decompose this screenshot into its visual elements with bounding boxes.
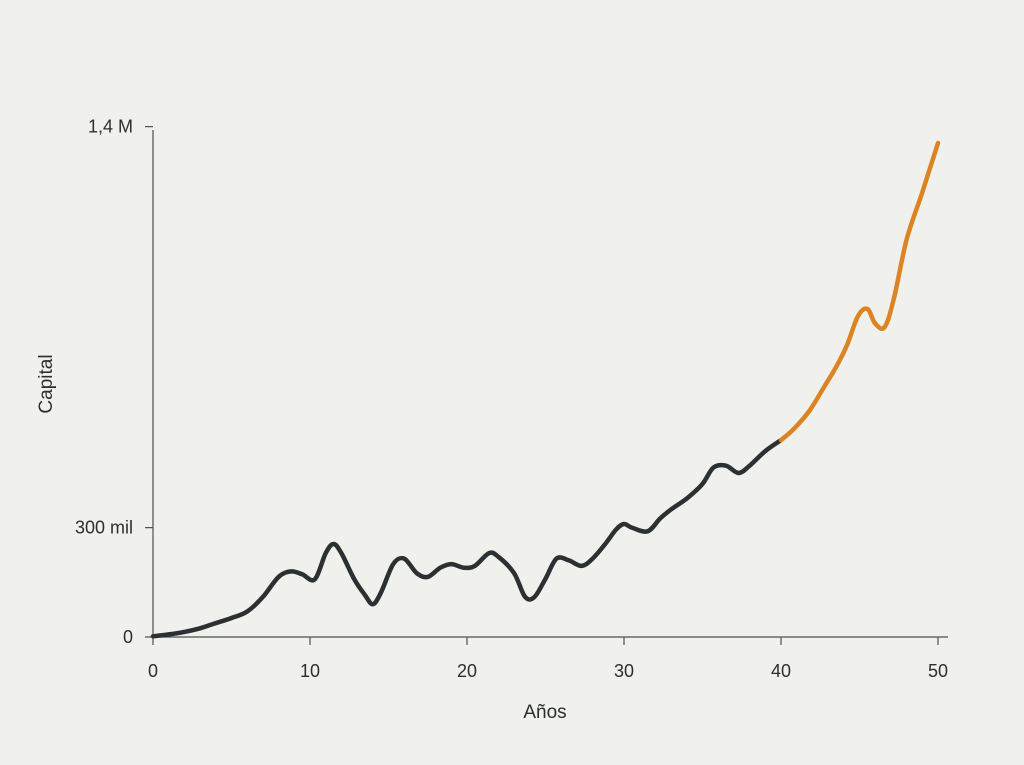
x-tick-label: 50 [928, 661, 948, 681]
series-line-projection [778, 140, 941, 443]
x-tick-label: 0 [148, 661, 158, 681]
y-tick-label: 300 mil [75, 518, 133, 538]
y-tick-label: 1,4 M [88, 117, 133, 137]
x-tick-label: 10 [300, 661, 320, 681]
x-tick-label: 40 [771, 661, 791, 681]
series-layer [150, 140, 941, 639]
x-tick-label: 30 [614, 661, 634, 681]
y-axis-ticks: 0 300 mil 1,4 M [75, 117, 153, 647]
series-line-historical [150, 437, 784, 639]
x-axis-title: Años [523, 702, 566, 723]
y-axis-title: Capital [36, 354, 57, 413]
x-tick-label: 20 [457, 661, 477, 681]
y-tick-label: 0 [123, 627, 133, 647]
x-axis-ticks: 0 10 20 30 40 50 [148, 637, 948, 681]
